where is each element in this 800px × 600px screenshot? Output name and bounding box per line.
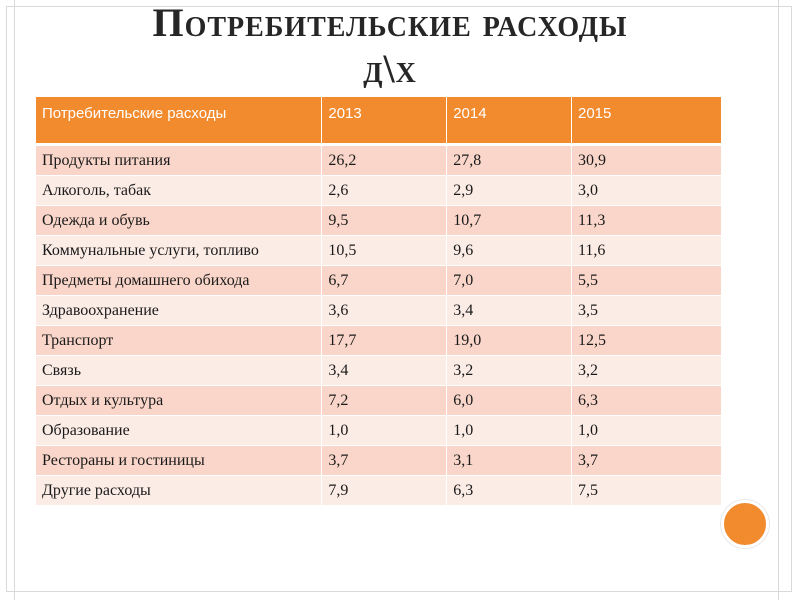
table-row: Одежда и обувь 9,5 10,7 11,3 xyxy=(36,205,722,236)
value-cell-2014: 6,0 xyxy=(446,385,572,416)
table-row: Здравоохранение 3,6 3,4 3,5 xyxy=(36,295,722,326)
table-row: Коммунальные услуги, топливо 10,5 9,6 11… xyxy=(36,235,722,266)
value-cell-2013: 10,5 xyxy=(321,235,448,266)
table-row: Алкоголь, табак 2,6 2,9 3,0 xyxy=(36,175,722,206)
value-cell-2014: 2,9 xyxy=(446,175,572,206)
header-cell-2015: 2015 xyxy=(571,97,722,146)
table-row: Отдых и культура 7,2 6,0 6,3 xyxy=(36,385,722,416)
value-cell-2015: 12,5 xyxy=(571,325,722,356)
value-cell-2014: 3,1 xyxy=(446,445,572,476)
value-cell-2015: 3,7 xyxy=(571,445,722,476)
row-label-cell: Коммунальные услуги, топливо xyxy=(36,235,323,266)
slide-frame xyxy=(6,6,792,592)
value-cell-2015: 5,5 xyxy=(571,265,722,296)
table-header-row: Потребительские расходы 2013 2014 2015 xyxy=(36,97,722,146)
decorative-orange-circle xyxy=(721,500,769,548)
value-cell-2015: 11,3 xyxy=(571,205,722,236)
value-cell-2014: 7,0 xyxy=(446,265,572,296)
table-row: Транспорт 17,7 19,0 12,5 xyxy=(36,325,722,356)
row-label-cell: Одежда и обувь xyxy=(36,205,323,236)
table-row: Предметы домашнего обихода 6,7 7,0 5,5 xyxy=(36,265,722,296)
row-label-cell: Другие расходы xyxy=(36,475,323,506)
row-label-cell: Образование xyxy=(36,415,323,446)
value-cell-2014: 27,8 xyxy=(446,144,572,176)
value-cell-2013: 3,4 xyxy=(321,355,448,386)
value-cell-2015: 11,6 xyxy=(571,235,722,266)
row-label-cell: Рестораны и гостиницы xyxy=(36,445,323,476)
value-cell-2014: 10,7 xyxy=(446,205,572,236)
value-cell-2013: 2,6 xyxy=(321,175,448,206)
row-label-cell: Связь xyxy=(36,355,323,386)
value-cell-2015: 3,5 xyxy=(571,295,722,326)
left-border-line xyxy=(14,0,15,600)
value-cell-2015: 6,3 xyxy=(571,385,722,416)
row-label-cell: Продукты питания xyxy=(36,144,323,176)
consumer-spending-table: Потребительские расходы 2013 2014 2015 П… xyxy=(36,97,722,506)
table-row: Другие расходы 7,9 6,3 7,5 xyxy=(36,475,722,506)
row-label-cell: Предметы домашнего обихода xyxy=(36,265,323,296)
value-cell-2013: 7,2 xyxy=(321,385,448,416)
value-cell-2013: 1,0 xyxy=(321,415,448,446)
value-cell-2013: 3,6 xyxy=(321,295,448,326)
value-cell-2013: 9,5 xyxy=(321,205,448,236)
value-cell-2014: 6,3 xyxy=(446,475,572,506)
row-label-cell: Отдых и культура xyxy=(36,385,323,416)
header-cell-category: Потребительские расходы xyxy=(36,97,323,146)
value-cell-2013: 6,7 xyxy=(321,265,448,296)
value-cell-2013: 17,7 xyxy=(321,325,448,356)
header-cell-2014: 2014 xyxy=(446,97,572,146)
table-row: Продукты питания 26,2 27,8 30,9 xyxy=(36,144,722,176)
value-cell-2015: 30,9 xyxy=(571,144,722,176)
value-cell-2013: 3,7 xyxy=(321,445,448,476)
slide-title-line-2: д\х xyxy=(363,46,417,91)
header-cell-2013: 2013 xyxy=(321,97,448,146)
row-label-cell: Здравоохранение xyxy=(36,295,323,326)
value-cell-2015: 7,5 xyxy=(571,475,722,506)
row-label-cell: Транспорт xyxy=(36,325,323,356)
slide-title: Потребительские расходы д\х xyxy=(40,0,740,92)
value-cell-2014: 19,0 xyxy=(446,325,572,356)
table-row: Образование 1,0 1,0 1,0 xyxy=(36,415,722,446)
value-cell-2013: 7,9 xyxy=(321,475,448,506)
value-cell-2013: 26,2 xyxy=(321,144,448,176)
value-cell-2015: 1,0 xyxy=(571,415,722,446)
right-border-line xyxy=(778,0,779,600)
table-row: Рестораны и гостиницы 3,7 3,1 3,7 xyxy=(36,445,722,476)
value-cell-2014: 3,2 xyxy=(446,355,572,386)
value-cell-2014: 1,0 xyxy=(446,415,572,446)
row-label-cell: Алкоголь, табак xyxy=(36,175,323,206)
slide-title-line-1: Потребительские расходы xyxy=(152,0,628,45)
value-cell-2014: 9,6 xyxy=(446,235,572,266)
table-body: Продукты питания 26,2 27,8 30,9 Алкоголь… xyxy=(36,144,722,506)
value-cell-2015: 3,2 xyxy=(571,355,722,386)
value-cell-2014: 3,4 xyxy=(446,295,572,326)
value-cell-2015: 3,0 xyxy=(571,175,722,206)
table-row: Связь 3,4 3,2 3,2 xyxy=(36,355,722,386)
